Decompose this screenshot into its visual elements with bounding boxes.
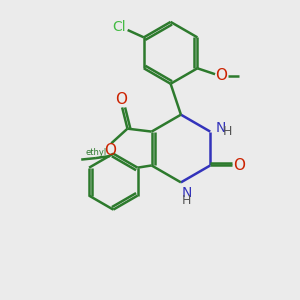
Text: H: H [223,125,232,138]
Text: N: N [215,121,226,135]
Text: O: O [104,143,116,158]
Text: O: O [233,158,245,173]
Text: H: H [182,194,191,207]
Text: O: O [215,68,227,83]
Text: N: N [182,186,192,200]
Text: ethyl: ethyl [85,148,106,157]
Text: O: O [115,92,127,107]
Text: Cl: Cl [112,20,126,34]
